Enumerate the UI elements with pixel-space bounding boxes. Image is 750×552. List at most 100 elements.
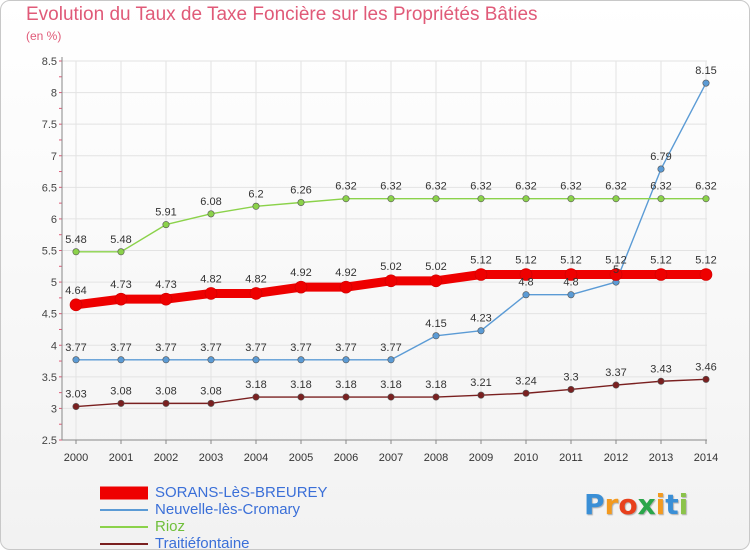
data-label: 3.08 bbox=[110, 385, 131, 397]
data-label: 3.37 bbox=[605, 367, 626, 379]
x-tick-label: 2008 bbox=[424, 452, 448, 464]
data-label: 6.32 bbox=[425, 181, 446, 193]
data-label: 5.91 bbox=[155, 207, 176, 219]
legend-label: Rioz bbox=[155, 518, 186, 535]
data-point bbox=[342, 393, 350, 401]
axes: 2.5 3 3.5 4 4.5 5 5.5 6 6.5 7 7.5 8 8.5 2000 2001 2002 2… bbox=[42, 56, 719, 464]
data-point bbox=[294, 280, 308, 294]
x-tick-label: 2010 bbox=[514, 452, 538, 464]
data-label: 6.32 bbox=[695, 181, 716, 193]
data-label: 6.08 bbox=[200, 196, 221, 208]
data-point bbox=[207, 399, 215, 407]
data-point bbox=[252, 356, 260, 364]
data-point bbox=[207, 210, 215, 218]
legend-item: Neuvelle-lès-Cromary bbox=[100, 501, 328, 518]
x-tick-label: 2012 bbox=[604, 452, 628, 464]
data-label: 8.15 bbox=[695, 65, 716, 77]
data-label: 6.32 bbox=[515, 181, 536, 193]
data-point bbox=[432, 332, 440, 340]
data-point bbox=[297, 393, 305, 401]
series-points bbox=[69, 79, 713, 411]
y-tick-label: 8.5 bbox=[42, 56, 57, 68]
data-point bbox=[702, 195, 710, 203]
data-point bbox=[117, 356, 125, 364]
data-label: 3.77 bbox=[65, 342, 86, 354]
data-point bbox=[522, 195, 530, 203]
data-label: 4.92 bbox=[335, 267, 356, 279]
data-label: 6.32 bbox=[650, 181, 671, 193]
x-tick-label: 2003 bbox=[199, 452, 223, 464]
data-label: 5.12 bbox=[560, 255, 581, 267]
data-label: 3.3 bbox=[563, 371, 578, 383]
y-tick-label: 7.5 bbox=[42, 119, 57, 131]
y-tick-label: 2.5 bbox=[42, 435, 57, 447]
data-label: 3.18 bbox=[290, 379, 311, 391]
logo-letter: t bbox=[665, 488, 679, 521]
data-point bbox=[159, 292, 173, 306]
data-label: 6.32 bbox=[470, 181, 491, 193]
data-label: 6.26 bbox=[290, 184, 311, 196]
legend-swatch bbox=[100, 486, 148, 499]
x-tick-label: 2014 bbox=[694, 452, 718, 464]
data-point bbox=[519, 268, 533, 281]
x-tick-label: 2002 bbox=[154, 452, 178, 464]
data-point bbox=[387, 356, 395, 364]
legend-swatch bbox=[100, 525, 148, 528]
y-tick-label: 7 bbox=[51, 151, 57, 163]
data-point bbox=[297, 198, 305, 206]
legend-swatch bbox=[100, 542, 148, 545]
data-point bbox=[342, 195, 350, 203]
data-label: 4.64 bbox=[65, 285, 86, 297]
x-tick-label: 2005 bbox=[289, 452, 313, 464]
data-point bbox=[72, 248, 80, 256]
data-point bbox=[162, 221, 170, 229]
y-tick-label: 4.5 bbox=[42, 309, 57, 321]
y-tick-label: 6.5 bbox=[42, 182, 57, 194]
data-point bbox=[657, 165, 665, 173]
legend-item: Rioz bbox=[100, 518, 328, 535]
data-label: 5.02 bbox=[380, 261, 401, 273]
data-point bbox=[297, 356, 305, 364]
data-label: 3.77 bbox=[290, 342, 311, 354]
data-point bbox=[477, 195, 485, 203]
legend-label: Neuvelle-lès-Cromary bbox=[155, 501, 301, 518]
data-point bbox=[252, 393, 260, 401]
data-point bbox=[654, 268, 668, 281]
data-label: 4.73 bbox=[110, 279, 131, 291]
data-point bbox=[162, 356, 170, 364]
data-point bbox=[249, 287, 263, 300]
data-label: 3.18 bbox=[335, 379, 356, 391]
data-point bbox=[204, 287, 218, 300]
y-tick-label: 8 bbox=[51, 88, 57, 100]
x-tick-label: 2004 bbox=[244, 452, 268, 464]
data-label: 5.48 bbox=[65, 234, 86, 246]
legend: SORANS-LèS-BREUREY Neuvelle-lès-Cromary Ri… bbox=[100, 484, 328, 552]
data-point bbox=[567, 385, 575, 393]
data-label: 3.77 bbox=[110, 342, 131, 354]
data-label: 3.77 bbox=[155, 342, 176, 354]
data-label: 4.92 bbox=[290, 267, 311, 279]
data-label: 4.8 bbox=[518, 277, 533, 289]
data-label: 5.12 bbox=[605, 255, 626, 267]
x-tick-label: 2009 bbox=[469, 452, 493, 464]
logo-letter: P bbox=[584, 488, 605, 521]
data-point bbox=[117, 248, 125, 256]
data-label: 4.8 bbox=[563, 277, 578, 289]
data-label: 5.48 bbox=[110, 234, 131, 246]
data-point bbox=[567, 291, 575, 299]
data-label: 3.77 bbox=[380, 342, 401, 354]
data-label: 4.73 bbox=[155, 279, 176, 291]
x-tick-label: 2011 bbox=[559, 452, 583, 464]
data-point bbox=[384, 274, 398, 288]
y-tick-label: 4 bbox=[51, 340, 57, 352]
data-label: 4.82 bbox=[245, 273, 266, 285]
data-label: 4.23 bbox=[470, 313, 491, 325]
legend-label: SORANS-LèS-BREUREY bbox=[155, 484, 328, 501]
data-point bbox=[72, 356, 80, 364]
x-tick-label: 2006 bbox=[334, 452, 358, 464]
data-label: 3.24 bbox=[515, 375, 536, 387]
data-label: 6.32 bbox=[380, 181, 401, 193]
data-label: 3.08 bbox=[155, 385, 176, 397]
data-label: 3.77 bbox=[200, 342, 221, 354]
